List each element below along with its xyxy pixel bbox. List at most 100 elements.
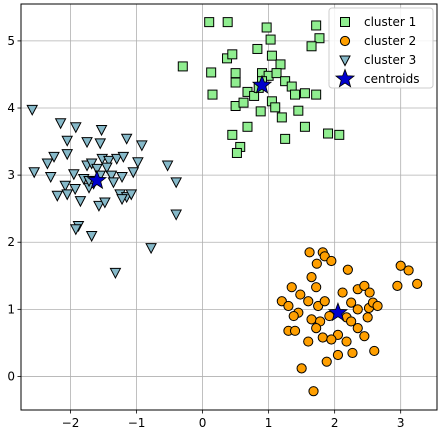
data-points <box>26 17 423 397</box>
cluster-2-point <box>311 323 322 334</box>
cluster-2-point <box>342 264 353 275</box>
cluster-1-point <box>242 121 253 132</box>
cluster-3-point <box>69 184 81 196</box>
cluster-3-point <box>51 190 64 202</box>
cluster-1-point <box>311 89 322 100</box>
x-tick-label: 0 <box>199 416 207 430</box>
series-centroids <box>86 74 349 322</box>
cluster-1-point <box>227 49 238 60</box>
series-cluster-2 <box>276 247 423 397</box>
y-tick-label: 0 <box>7 369 15 383</box>
cluster-3-point <box>44 171 57 184</box>
cluster-1-point <box>207 89 218 100</box>
cluster-3-point <box>94 138 107 150</box>
cluster-1-point <box>299 88 310 99</box>
cluster-1-point <box>290 89 301 100</box>
cluster-3-point <box>101 162 113 174</box>
x-tick-label: 1 <box>265 416 273 430</box>
cluster-1-point <box>299 121 310 132</box>
cluster-1-point <box>265 34 276 45</box>
cluster-2-point <box>337 287 348 298</box>
cluster-1-point <box>280 76 291 87</box>
centroid-marker <box>251 74 273 94</box>
cluster-2-point <box>288 310 299 322</box>
x-tick-label: 2 <box>331 416 339 430</box>
cluster-3-point <box>116 194 128 206</box>
x-tick-label: −1 <box>128 416 146 430</box>
legend-marker <box>340 17 350 27</box>
legend-item: cluster 3 <box>339 53 416 67</box>
cluster-2-point <box>352 304 363 315</box>
cluster-1-point <box>206 67 217 78</box>
legend-marker <box>339 55 351 67</box>
cluster-1-point <box>311 20 322 31</box>
cluster-2-point <box>303 336 314 347</box>
legend-marker <box>339 35 351 47</box>
cluster-2-point <box>311 282 322 293</box>
cluster-3-point <box>59 180 72 192</box>
cluster-1-point <box>230 77 241 88</box>
cluster-2-point <box>306 314 317 325</box>
cluster-2-point <box>395 260 406 271</box>
cluster-3-point <box>110 153 123 165</box>
x-tick-label: 3 <box>397 416 405 430</box>
legend: cluster 1 cluster 2 cluster 3 centroids <box>328 7 434 89</box>
cluster-3-point <box>54 118 67 130</box>
cluster-2-point <box>359 280 370 291</box>
cluster-2-point <box>306 272 317 283</box>
cluster-3-point <box>105 170 118 182</box>
cluster-2-point <box>332 349 344 361</box>
cluster-1-point <box>314 33 325 44</box>
cluster-1-point <box>222 17 233 28</box>
y-tick-label: 3 <box>7 168 15 182</box>
cluster-3-point <box>48 151 60 163</box>
legend-box <box>328 7 434 89</box>
cluster-3-point <box>95 124 108 137</box>
cluster-3-point <box>91 163 103 175</box>
cluster-2-point <box>346 297 357 308</box>
y-tick-label: 4 <box>7 101 15 115</box>
cluster-1-point <box>323 128 334 139</box>
cluster-1-point <box>293 105 304 116</box>
cluster-2-point <box>289 325 301 336</box>
cluster-2-point <box>403 265 414 276</box>
cluster-2-point <box>304 247 315 258</box>
cluster-3-point <box>99 197 111 209</box>
cluster-1-point <box>255 106 266 117</box>
legend-label: cluster 2 <box>364 34 416 48</box>
cluster-1-point <box>275 59 286 70</box>
cluster-2-point <box>352 323 363 334</box>
cluster-2-point <box>319 296 330 307</box>
legend-marker <box>334 68 356 88</box>
cluster-2-point <box>362 312 373 323</box>
cluster-2-point <box>341 336 352 347</box>
cluster-1-point <box>280 133 291 144</box>
cluster-3-point <box>41 158 54 170</box>
cluster-3-point <box>107 177 120 189</box>
cluster-3-point <box>170 177 183 189</box>
cluster-3-point <box>85 231 98 243</box>
cluster-2-point <box>412 278 423 289</box>
cluster-2-point <box>286 282 297 293</box>
cluster-1-point <box>230 68 241 79</box>
cluster-3-point <box>61 135 74 147</box>
cluster-3-point <box>61 189 74 201</box>
cluster-1-point <box>227 129 238 140</box>
cluster-3-point <box>81 137 93 149</box>
cluster-2-point <box>392 280 403 291</box>
cluster-2-point <box>359 331 370 342</box>
cluster-2-point <box>346 316 357 327</box>
series-cluster-3 <box>26 104 183 280</box>
cluster-1-point <box>266 50 277 61</box>
cluster-2-point <box>283 300 294 312</box>
cluster-3-point <box>69 224 82 236</box>
legend-item: cluster 2 <box>339 34 416 48</box>
cluster-3-point <box>61 149 74 161</box>
centroid-marker <box>86 169 108 190</box>
cluster-3-point <box>67 169 80 181</box>
cluster-1-point <box>261 22 272 33</box>
legend-label: cluster 3 <box>364 53 416 67</box>
cluster-3-point <box>132 157 144 169</box>
axis-ticks: −2 −1 0 1 2 3 0 1 2 3 4 5 <box>7 34 404 430</box>
cluster-3-point <box>85 158 98 170</box>
